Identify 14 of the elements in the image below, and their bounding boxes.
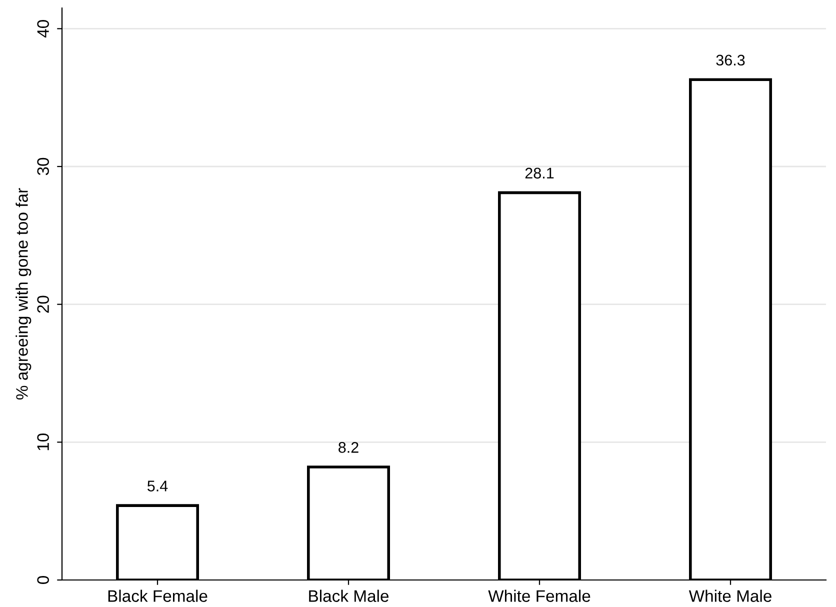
y-tick-label: 30	[37, 158, 49, 176]
x-tick-label: Black Female	[108, 590, 208, 602]
x-tick-label: White Male	[688, 590, 772, 602]
y-tick-label: 0	[37, 576, 49, 584]
y-tick-label: 40	[37, 20, 49, 38]
y-axis-title: % agreeing with gone too far	[16, 188, 32, 400]
y-tick-label: 10	[37, 434, 49, 450]
data-label: 8.2	[338, 442, 358, 453]
y-tick-label: 20	[37, 296, 49, 313]
x-tick-label: Black Male	[309, 590, 389, 602]
data-label: 36.3	[716, 54, 745, 66]
x-tick-label: White Female	[488, 590, 590, 602]
data-label: 5.4	[147, 480, 168, 492]
data-label: 28.1	[525, 168, 554, 179]
